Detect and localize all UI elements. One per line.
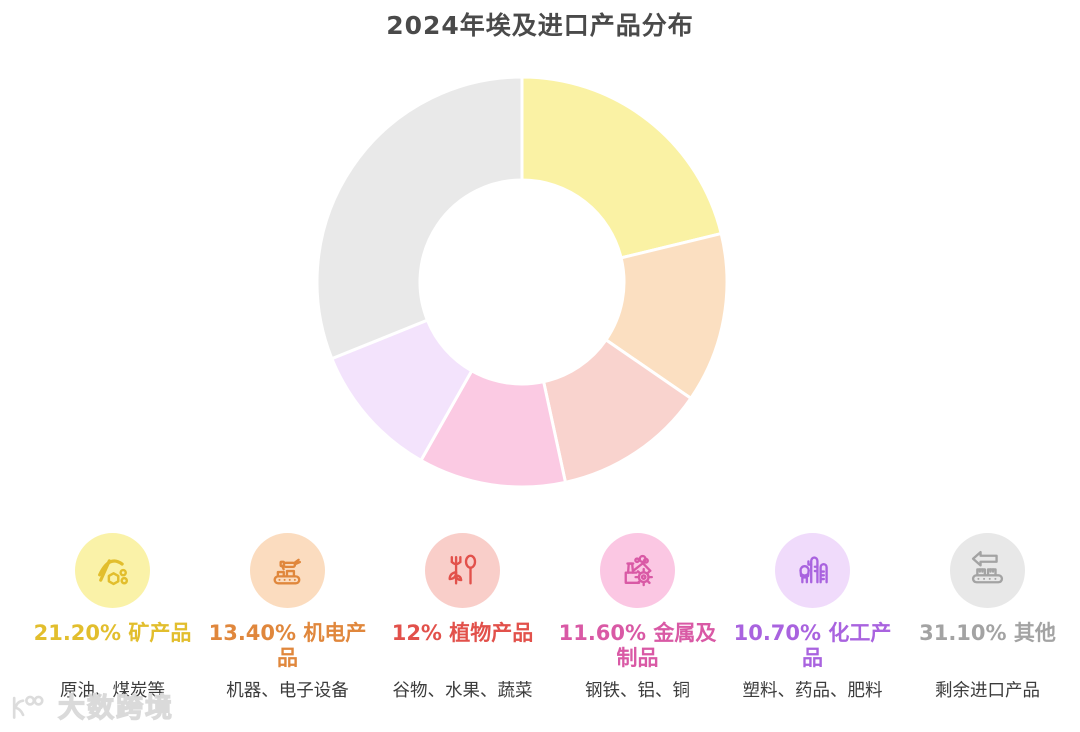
chart-title: 2024年埃及进口产品分布 — [386, 11, 694, 40]
legend-item-chemicals: 10.70% 化工产品 塑料、药品、肥料 — [725, 533, 900, 702]
fork-spoon-leaf-icon — [425, 533, 500, 608]
watermark: 大数跨境 — [8, 686, 174, 725]
legend-label: 13.40% 机电产品 — [208, 621, 367, 670]
legend: 21.20% 矿产品 原油、煤炭等 13.40% — [25, 533, 1075, 702]
donut-chart — [315, 75, 729, 489]
donut-segment-其他 — [315, 75, 524, 361]
factory-gear-icon — [600, 533, 675, 608]
legend-label: 12% 植物产品 — [391, 621, 534, 645]
legend-desc: 原油、煤炭等 — [60, 681, 165, 701]
legend-label: 10.70% 化工产品 — [733, 621, 892, 670]
watermark-logo-icon — [12, 695, 44, 719]
legend-label: 31.10% 其他 — [919, 621, 1056, 645]
legend-item-metals: 11.60% 金属及制品 钢铁、铝、铜 — [550, 533, 725, 702]
legend-desc: 谷物、水果、蔬菜 — [392, 681, 533, 701]
legend-desc: 塑料、药品、肥料 — [742, 681, 883, 701]
legend-desc: 剩余进口产品 — [935, 681, 1040, 701]
legend-item-machinery: 13.40% 机电产品 机器、电子设备 — [200, 533, 375, 702]
robot-arm-icon — [250, 533, 325, 608]
pickaxe-icon — [75, 533, 150, 608]
legend-desc: 钢铁、铝、铜 — [585, 681, 690, 701]
conveyor-arrow-icon — [950, 533, 1025, 608]
legend-item-minerals: 21.20% 矿产品 原油、煤炭等 — [25, 533, 200, 702]
chemical-plant-icon — [775, 533, 850, 608]
legend-item-plants: 12% 植物产品 谷物、水果、蔬菜 — [375, 533, 550, 702]
donut-segment-矿产品 — [520, 75, 723, 260]
legend-label: 21.20% 矿产品 — [33, 621, 192, 645]
legend-label: 11.60% 金属及制品 — [558, 621, 717, 670]
watermark-text: 大数跨境 — [57, 692, 174, 724]
legend-item-others: 31.10% 其他 剩余进口产品 — [900, 533, 1075, 702]
legend-desc: 机器、电子设备 — [226, 681, 349, 701]
